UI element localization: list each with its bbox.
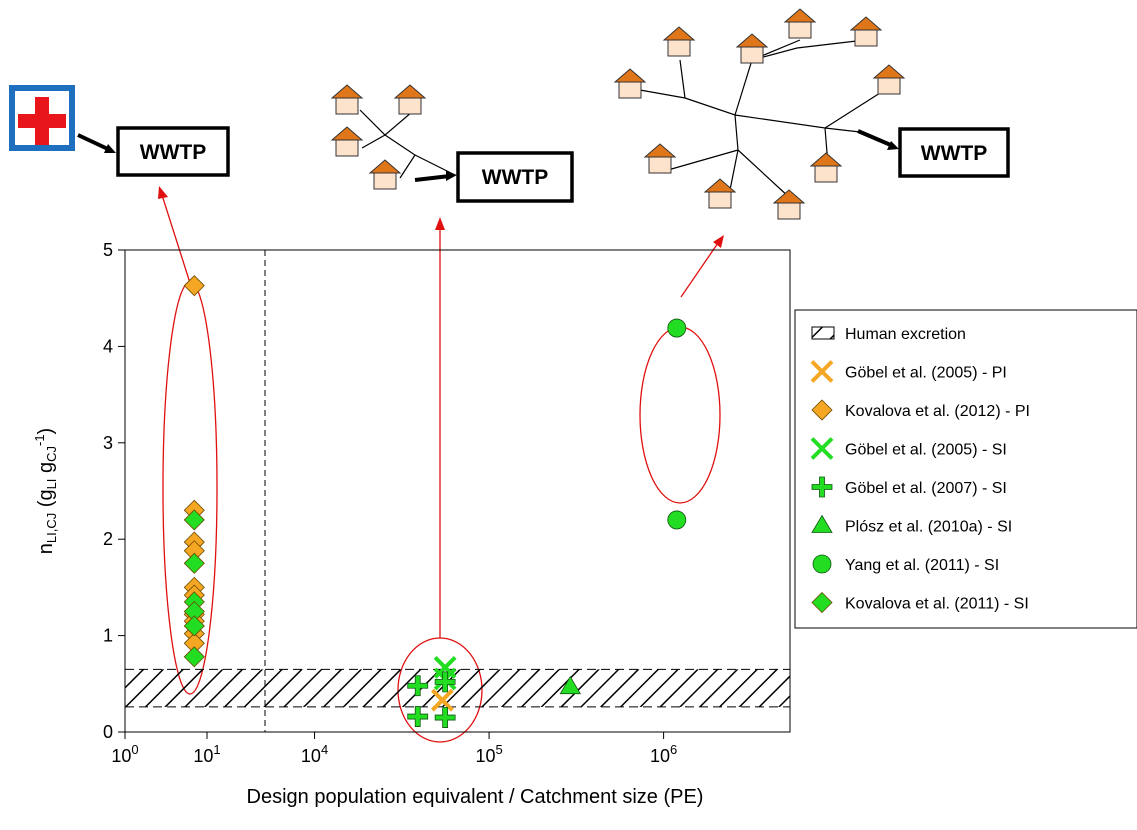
marker-diamond — [183, 552, 205, 574]
x-tick-base: 10 — [111, 746, 131, 766]
x-axis-label: Design population equivalent / Catchment… — [247, 786, 704, 808]
legend-label: Göbel et al. (2007) - SI — [845, 480, 1007, 497]
x-tick-label: 100 — [111, 742, 138, 766]
legend-marker — [811, 514, 833, 533]
wwtp-label: WWTP — [921, 142, 987, 165]
wwtp-label: WWTP — [140, 141, 206, 164]
legend-marker — [812, 554, 832, 574]
y-tick-label: 5 — [103, 240, 113, 260]
y-tick-label: 0 — [103, 722, 113, 742]
x-tick-label: 105 — [475, 742, 502, 766]
band — [125, 669, 790, 707]
illustrations: WWTP WWTP WWTP — [9, 8, 1010, 743]
y-tick-label: 2 — [103, 529, 113, 549]
y-tick-label: 3 — [103, 433, 113, 453]
x-tick-exponent: 4 — [321, 742, 328, 757]
legend-label: Yang et al. (2011) - SI — [845, 557, 999, 574]
y-axis-label: nLI,CJ (gLI gCJ-1) — [32, 428, 59, 554]
marker-plus — [434, 707, 456, 728]
y-tick-label: 4 — [103, 336, 113, 356]
x-tick-label: 101 — [193, 742, 220, 766]
x-tick-exponent: 6 — [670, 742, 677, 757]
x-tick-exponent: 1 — [213, 742, 220, 757]
marker-plus — [407, 675, 429, 697]
y-label-part: n — [35, 543, 57, 554]
legend-marker — [810, 437, 834, 460]
y-label-part: g — [35, 462, 57, 479]
marker-diamond — [183, 509, 205, 531]
x-tick-exponent: 0 — [131, 742, 138, 757]
x-tick-label: 104 — [301, 742, 328, 766]
x-tick-base: 10 — [475, 746, 495, 766]
legend-label: Kovalova et al. (2011) - SI — [845, 596, 1029, 613]
y-tick-label: 1 — [103, 626, 113, 646]
y-label-part: CJ — [44, 446, 59, 462]
x-tick-label: 106 — [650, 742, 677, 766]
legend-marker — [811, 399, 833, 421]
marker-diamond — [183, 615, 205, 637]
legend-label: Human excretion — [845, 326, 966, 343]
legend-marker — [811, 591, 833, 614]
marker-diamond — [183, 646, 205, 668]
marker-diamond — [183, 275, 205, 297]
marker-plus — [407, 706, 429, 727]
y-label-part: (g — [35, 489, 57, 512]
legend-label: Plósz et al. (2010a) - SI — [845, 519, 1012, 536]
legend-swatch — [811, 326, 835, 340]
wwtp-label: WWTP — [482, 166, 548, 189]
legend — [794, 309, 1137, 629]
plot-frame — [124, 249, 791, 733]
y-label-part: ) — [35, 428, 57, 435]
x-tick-base: 10 — [193, 746, 213, 766]
marker-plus — [434, 671, 456, 693]
x-tick-exponent: 5 — [495, 742, 502, 757]
legend-marker — [811, 476, 833, 498]
x-tick-base: 10 — [650, 746, 670, 766]
legend-label: Göbel et al. (2005) - PI — [845, 365, 1007, 382]
marker-circle — [667, 510, 687, 530]
legend-marker — [810, 360, 834, 383]
x-tick-base: 10 — [301, 746, 321, 766]
marker-triangle — [559, 675, 581, 695]
marker-circle — [667, 318, 687, 338]
y-label-part: LI,CJ — [44, 513, 59, 543]
y-label-part: LI — [44, 479, 59, 490]
legend-label: Kovalova et al. (2012) - PI — [845, 403, 1030, 420]
marker-x — [430, 688, 454, 712]
legend-label: Göbel et al. (2005) - SI — [845, 442, 1007, 459]
y-label-part: -1 — [32, 434, 47, 446]
